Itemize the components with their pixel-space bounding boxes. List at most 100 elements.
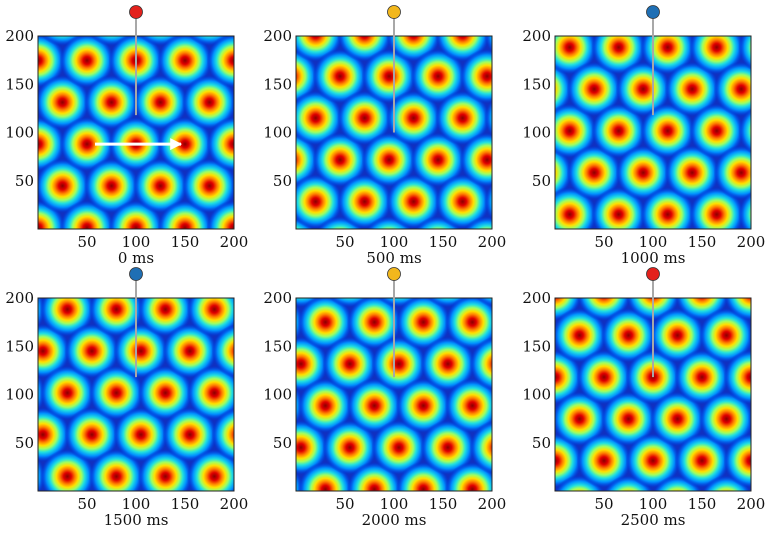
activity-bump (460, 0, 515, 20)
y-tick-label: 150 (263, 337, 292, 355)
activity-bump (157, 36, 213, 88)
activity-bump (748, 406, 751, 432)
activity-bump (371, 336, 427, 392)
activity-bump (296, 49, 319, 104)
y-tick-label: 50 (15, 172, 34, 190)
activity-bump (59, 36, 115, 88)
y-tick-label: 100 (5, 386, 34, 404)
activity-bump (674, 433, 730, 489)
probe-head-icon (646, 267, 660, 281)
activity-bump (162, 323, 218, 379)
x-tick-label: 50 (594, 233, 613, 251)
y-tick-label: 150 (5, 337, 34, 355)
activity-bump (713, 61, 751, 117)
y-tick-label: 50 (532, 172, 551, 190)
activity-bump (665, 0, 720, 33)
x-tick-label: 150 (688, 233, 717, 251)
activity-bump (361, 48, 417, 104)
y-tick-label: 200 (263, 289, 292, 307)
y-tick-label: 200 (5, 27, 34, 45)
activity-bump (386, 90, 442, 146)
activity-bump (322, 336, 378, 392)
activity-bump (371, 420, 427, 475)
activity-bump (297, 298, 353, 350)
activity-bump (555, 63, 573, 115)
activity-bump (361, 132, 417, 188)
activity-bump (264, 0, 319, 20)
activity-bump (748, 322, 751, 348)
activity-bump (322, 420, 378, 475)
y-tick-label: 200 (5, 289, 34, 307)
activity-bump (337, 174, 393, 229)
x-tick-label: 50 (77, 495, 96, 513)
activity-bump (723, 433, 751, 489)
x-tick-label: 50 (594, 495, 613, 513)
activity-bump (113, 407, 169, 463)
activity-bump (38, 200, 66, 229)
activity-bump (640, 103, 696, 159)
activity-bump (38, 158, 90, 214)
activity-bump (738, 36, 751, 71)
x-tick-label: 100 (639, 495, 668, 513)
activity-bump (296, 90, 344, 146)
activity-bump (64, 407, 120, 463)
heatmap-panel-6: 50 100 150 200 50 100 150 200 2500 ms (522, 267, 765, 529)
heatmap-panel-2: 50 100 150 200 50 100 150 200 500 ms (263, 0, 515, 267)
y-tick-label: 200 (263, 27, 292, 45)
probe-head-icon (387, 267, 401, 281)
activity-bump (555, 490, 556, 491)
activity-bump (601, 307, 656, 363)
activity-bump (182, 74, 234, 130)
x-tick-label: 200 (737, 495, 765, 513)
activity-bump (337, 90, 393, 146)
activity-bump (591, 103, 647, 159)
activity-bump (211, 324, 234, 379)
activity-bump (664, 145, 720, 201)
activity-bump (664, 61, 720, 117)
activity-bump (616, 0, 671, 33)
time-caption: 2500 ms (621, 511, 686, 529)
y-tick-label: 50 (15, 434, 34, 452)
activity-bump (469, 336, 492, 391)
activity-bump (435, 90, 491, 146)
activity-bump (206, 200, 234, 229)
x-tick-label: 100 (122, 495, 151, 513)
activity-bump (38, 323, 71, 379)
y-tick-label: 200 (522, 27, 551, 45)
activity-bump (650, 307, 705, 363)
activity-bump (723, 349, 751, 405)
activity-bump (206, 116, 234, 172)
x-tick-label: 150 (171, 495, 200, 513)
activity-bump (435, 174, 491, 229)
activity-bump (386, 174, 442, 229)
probe-head-icon (646, 5, 660, 19)
activity-bump (444, 298, 492, 350)
y-tick-label: 100 (522, 124, 551, 142)
activity-bump (410, 48, 466, 104)
x-tick-label: 200 (220, 233, 249, 251)
y-tick-label: 100 (263, 386, 292, 404)
heatmap-field (296, 298, 492, 491)
activity-bump (211, 407, 234, 462)
activity-bump (714, 0, 765, 33)
y-tick-label: 100 (522, 386, 551, 404)
x-tick-label: 150 (429, 495, 458, 513)
y-tick-label: 100 (5, 124, 34, 142)
x-tick-label: 150 (171, 233, 200, 251)
activity-bump (484, 36, 492, 54)
activity-bump (723, 298, 751, 321)
time-caption: 0 ms (118, 249, 154, 267)
x-tick-label: 200 (220, 495, 249, 513)
y-tick-label: 150 (5, 75, 34, 93)
activity-bump (444, 378, 492, 434)
heatmap-field (555, 298, 751, 491)
activity-bump (88, 365, 144, 421)
y-tick-label: 50 (532, 434, 551, 452)
activity-bump (182, 158, 234, 214)
activity-bump (186, 365, 234, 421)
activity-bump (555, 103, 598, 159)
activity-bump (555, 433, 583, 489)
x-tick-label: 200 (478, 495, 507, 513)
activity-bump (555, 349, 583, 405)
